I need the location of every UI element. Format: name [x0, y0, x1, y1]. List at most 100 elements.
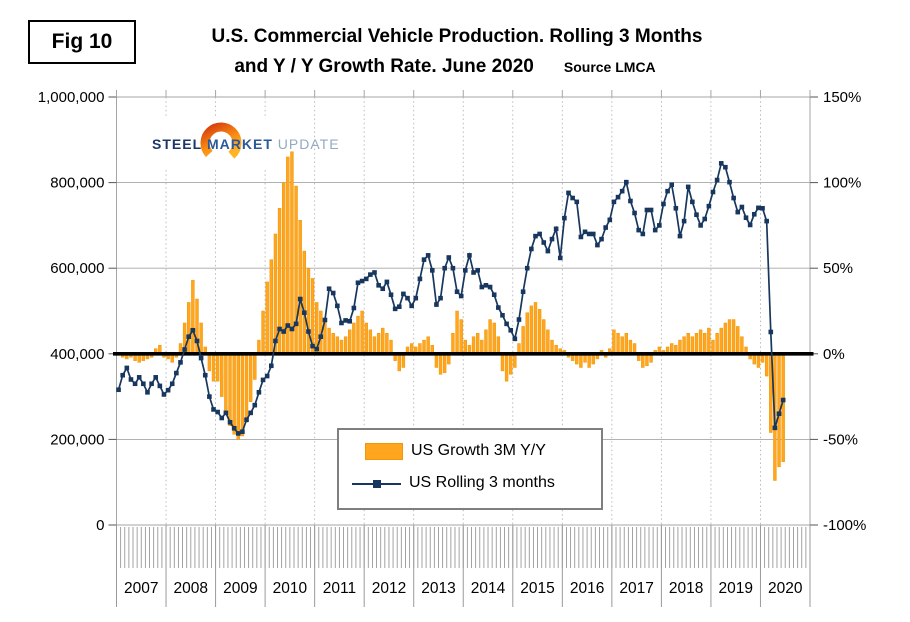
- growth-bar: [500, 353, 505, 372]
- growth-bar: [290, 151, 294, 355]
- growth-bar: [389, 339, 393, 355]
- line-marker: [463, 268, 468, 273]
- line-marker: [739, 204, 745, 210]
- line-marker: [673, 205, 679, 211]
- line-marker: [723, 164, 728, 170]
- line-series-us-rolling-3-months: [116, 161, 786, 436]
- growth-bar: [707, 327, 711, 355]
- line-marker: [417, 276, 423, 282]
- line-marker: [120, 372, 125, 378]
- line-marker: [380, 286, 386, 292]
- growth-bar: [740, 336, 744, 355]
- line-marker: [694, 212, 699, 217]
- growth-bar: [207, 353, 212, 372]
- line-marker: [516, 317, 522, 322]
- line-marker: [335, 303, 340, 309]
- line-marker: [161, 392, 167, 397]
- line-marker: [628, 198, 633, 204]
- line-marker: [652, 227, 658, 233]
- line-marker: [318, 334, 324, 339]
- growth-bar: [298, 220, 302, 355]
- growth-bar: [480, 339, 484, 355]
- x-axis-year-label: 2008: [174, 580, 208, 597]
- line-marker: [396, 304, 402, 310]
- line-marker: [347, 318, 353, 324]
- growth-bar: [240, 353, 245, 437]
- line-marker: [198, 355, 204, 361]
- line-marker: [562, 215, 567, 221]
- line-marker: [182, 347, 187, 352]
- line-marker: [549, 236, 555, 242]
- line-marker: [533, 233, 538, 239]
- line-marker: [611, 199, 617, 205]
- logo-word-steel: STEEL: [152, 136, 203, 152]
- left-axis-labels: 1,000,000 800,000 600,000 400,000 200,000 0: [38, 89, 105, 534]
- line-marker: [413, 295, 419, 301]
- legend-row-line: US Rolling 3 months: [339, 474, 555, 492]
- line-marker: [269, 363, 274, 369]
- growth-bar: [492, 322, 496, 355]
- growth-bar: [463, 339, 468, 355]
- line-marker: [141, 381, 146, 387]
- line-marker: [491, 292, 497, 298]
- growth-bar: [426, 336, 430, 355]
- line-marker: [145, 390, 150, 395]
- line-marker: [384, 279, 390, 285]
- x-axis-year-label: 2016: [570, 580, 604, 597]
- growth-bar: [352, 322, 356, 355]
- line-marker: [681, 218, 687, 224]
- chart-title-line2-row: and Y / Y Growth Rate. June 2020 Source L…: [120, 56, 770, 78]
- line-marker: [619, 188, 625, 194]
- line-marker: [128, 377, 134, 382]
- x-axis-year-label: 2011: [323, 580, 356, 597]
- growth-bar: [703, 333, 707, 355]
- growth-bar: [690, 336, 695, 355]
- line-marker: [252, 402, 258, 408]
- right-axis-tick-label: 0%: [823, 346, 845, 363]
- line-marker: [780, 397, 786, 403]
- axis-ticks: [108, 90, 818, 526]
- growth-bar: [525, 312, 529, 355]
- left-axis-tick-label: 400,000: [50, 346, 104, 363]
- line-marker: [677, 233, 683, 239]
- growth-bar: [257, 339, 261, 355]
- growth-bar: [294, 185, 298, 355]
- line-marker: [760, 205, 765, 211]
- growth-bar: [434, 353, 439, 368]
- growth-bar: [211, 353, 216, 382]
- growth-bar: [678, 339, 682, 355]
- line-marker: [277, 326, 282, 332]
- line-marker: [768, 329, 774, 335]
- line-marker: [281, 329, 286, 334]
- line-marker: [446, 255, 452, 260]
- growth-bar: [533, 302, 538, 355]
- line-marker: [500, 312, 505, 318]
- line-marker: [388, 292, 394, 298]
- line-marker: [458, 293, 464, 299]
- growth-bar: [306, 267, 311, 355]
- line-marker: [256, 390, 262, 395]
- growth-bar: [191, 279, 195, 355]
- line-marker: [727, 179, 732, 185]
- growth-bar: [471, 336, 476, 355]
- line-marker: [537, 231, 542, 237]
- line-marker: [425, 253, 431, 258]
- growth-bar: [488, 319, 492, 355]
- line-marker: [240, 429, 245, 434]
- growth-bar: [327, 327, 331, 355]
- growth-bar: [236, 353, 240, 440]
- left-axis-tick-label: 0: [96, 517, 104, 534]
- growth-bar: [476, 333, 480, 355]
- growth-bar: [397, 353, 401, 372]
- growth-bar: [220, 353, 224, 397]
- right-axis-tick-label: -100%: [823, 517, 866, 534]
- growth-bar: [368, 329, 373, 355]
- growth-bar: [360, 310, 364, 355]
- line-marker: [776, 411, 782, 417]
- line-marker: [553, 226, 559, 232]
- growth-bar: [641, 353, 645, 368]
- line-marker: [372, 270, 377, 275]
- line-marker: [718, 161, 724, 166]
- figure-number-badge: Fig 10: [28, 20, 136, 64]
- line-marker: [706, 203, 712, 209]
